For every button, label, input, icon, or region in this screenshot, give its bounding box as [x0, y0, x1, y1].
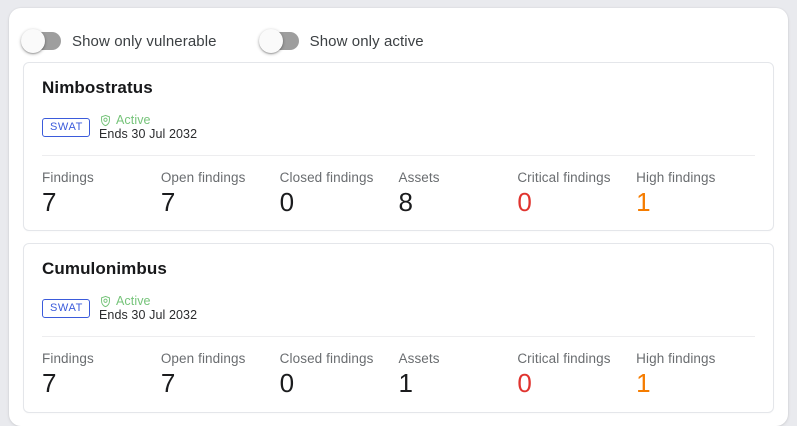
stat-assets: Assets 1 [398, 351, 517, 397]
stat-label: High findings [636, 170, 716, 185]
stat-label: Critical findings [517, 351, 611, 367]
stat-value: 7 [160, 368, 176, 399]
ends-text: Ends 30 Jul 2032 [98, 127, 198, 141]
stat-closed-findings: Closed findings 0 [280, 351, 399, 397]
stat-value: 1 [636, 368, 651, 399]
shield-icon [101, 295, 110, 307]
ends-text: Ends 30 Jul 2032 [98, 308, 198, 323]
card-meta-stack: Active Ends 30 Jul 2032 [99, 294, 197, 322]
stat-high-findings: High findings 1 [636, 170, 755, 216]
stats-row: Findings 7 Open findings 7 Closed findin… [42, 156, 755, 216]
status-text: Active [115, 113, 151, 127]
swat-badge: SWAT [42, 298, 90, 318]
stat-value: 0 [517, 187, 532, 217]
stat-value: 1 [636, 187, 651, 217]
stats-row: Findings 7 Open findings 7 Closed findin… [42, 337, 755, 397]
stat-high-findings: High findings 1 [636, 351, 755, 397]
toggle-switch-vulnerable[interactable] [21, 29, 61, 53]
stat-open-findings: Open findings 7 [161, 170, 280, 216]
stat-findings: Findings 7 [42, 351, 161, 397]
stat-findings: Findings 7 [42, 170, 161, 216]
stat-assets: Assets 8 [398, 170, 517, 216]
card-title: Nimbostratus [42, 78, 153, 97]
stat-label: Closed findings [279, 170, 374, 185]
card-divider [42, 336, 755, 338]
stat-label: Assets [398, 351, 440, 367]
engagement-card[interactable]: Cumulonimbus SWAT Active Ends 30 Jul 203… [23, 243, 774, 413]
stat-label: Closed findings [279, 351, 374, 367]
status-line: Active [99, 113, 197, 127]
stat-label: Findings [42, 170, 94, 185]
stat-critical-findings: Critical findings 0 [517, 351, 636, 397]
stat-value: 8 [398, 187, 413, 217]
stat-value: 0 [279, 368, 295, 399]
engagement-card[interactable]: Nimbostratus SWAT Active Ends 30 Jul 203… [23, 62, 774, 232]
stat-critical-findings: Critical findings 0 [517, 170, 636, 216]
stat-value: 0 [517, 368, 532, 399]
card-divider [42, 155, 755, 156]
card-meta-stack: Active Ends 30 Jul 2032 [99, 113, 197, 141]
stat-value: 7 [42, 187, 57, 217]
swat-badge: SWAT [42, 117, 90, 137]
toggle-knob [258, 29, 283, 53]
toggle-switch-active[interactable] [258, 29, 299, 53]
status-line: Active [99, 294, 197, 308]
stat-value: 7 [42, 368, 57, 399]
shield-icon [101, 114, 110, 126]
filter-label-vulnerable: Show only vulnerable [72, 32, 217, 50]
card-meta-row: SWAT Active Ends 30 Jul 2032 [42, 293, 755, 323]
stat-label: Findings [42, 351, 94, 367]
filter-toggle-vulnerable[interactable]: Show only vulnerable [21, 29, 217, 53]
stat-value: 0 [279, 187, 295, 217]
card-meta-row: SWAT Active Ends 30 Jul 2032 [42, 112, 755, 142]
stat-label: Assets [398, 170, 440, 185]
filter-bar: Show only vulnerable Show only active [9, 8, 788, 53]
filter-label-active: Show only active [309, 32, 424, 50]
stat-open-findings: Open findings 7 [161, 351, 280, 397]
filter-toggle-active[interactable]: Show only active [258, 29, 424, 53]
status-text: Active [115, 294, 151, 309]
stat-label: High findings [636, 351, 716, 367]
toggle-knob [21, 29, 45, 53]
stat-value: 7 [160, 187, 176, 217]
stat-closed-findings: Closed findings 0 [280, 170, 399, 216]
card-title: Cumulonimbus [42, 259, 167, 279]
stat-label: Open findings [160, 351, 246, 367]
app-panel: Show only vulnerable Show only active Ni… [9, 8, 788, 426]
stat-label: Open findings [160, 170, 246, 185]
stat-label: Critical findings [517, 170, 611, 185]
stat-value: 1 [398, 368, 413, 399]
card-list: Nimbostratus SWAT Active Ends 30 Jul 203… [9, 50, 788, 413]
